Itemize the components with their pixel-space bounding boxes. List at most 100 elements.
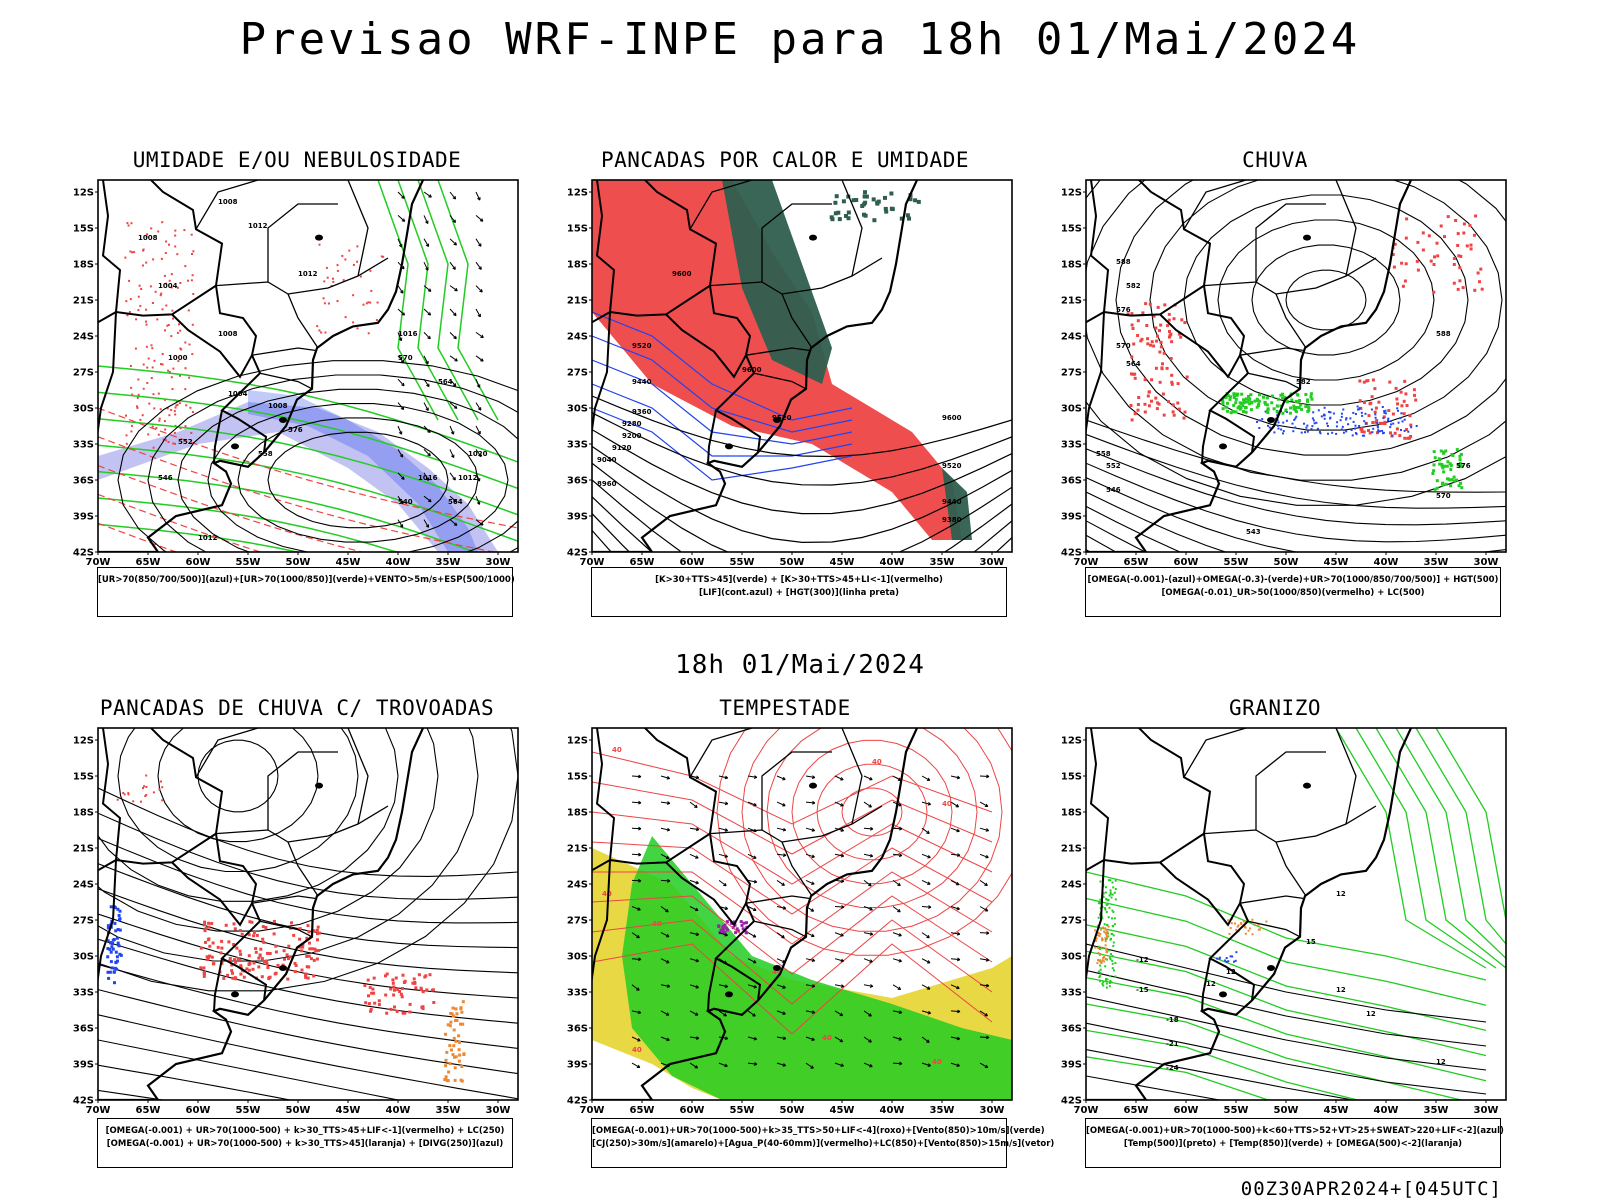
humidity-red-contour-speck <box>164 252 167 254</box>
wind-vector-head <box>869 984 874 988</box>
hail-orange-speck <box>1104 931 1107 934</box>
hail-blue-speck <box>1216 957 1219 960</box>
lon-tick-label: 40W <box>1374 557 1399 565</box>
wind-vector-head <box>753 959 757 964</box>
thunder-red-speck <box>265 962 269 965</box>
wind-vector-head <box>427 288 432 292</box>
rain-red-speck <box>1150 399 1153 403</box>
contour-label: 9440 <box>632 378 652 386</box>
low-level-jet-contour <box>592 895 993 975</box>
humidity-red-contour-speck <box>179 282 182 284</box>
wind-vector <box>449 425 455 435</box>
rain-blue-speck <box>1383 411 1386 414</box>
contour-label: 9380 <box>942 516 962 524</box>
hail-green-speck <box>1102 892 1105 895</box>
contour-label: 558 <box>258 450 273 458</box>
thunder-red-speck <box>258 953 262 957</box>
rain-blue-speck <box>1361 414 1364 417</box>
wind-vector <box>423 191 432 198</box>
thunder-orange-speck <box>448 1024 452 1028</box>
rain-red-speck <box>1159 323 1163 327</box>
wind-vector-head <box>956 1036 961 1041</box>
thickness-contour <box>98 436 497 552</box>
country-border <box>1103 728 1212 865</box>
humidity-red-contour-speck <box>136 396 139 399</box>
lat-tick-label: 30S <box>567 404 588 415</box>
wind-vector <box>718 932 728 936</box>
wind-vector <box>689 1062 698 1069</box>
lat-tick-label: 15S <box>1061 772 1082 783</box>
lat-tick-label: 18S <box>567 808 588 819</box>
hail-green-speck <box>1098 948 1101 950</box>
wind-vector-head <box>955 804 960 808</box>
hail-green-speck <box>1099 980 1102 983</box>
hail-orange-speck <box>1105 928 1108 931</box>
rain-red-speck <box>1363 401 1366 404</box>
humidity-red-contour-speck <box>178 402 181 405</box>
wind-vector-head <box>724 775 729 780</box>
wind-vector <box>397 472 405 480</box>
thunder-red-speck <box>392 993 396 997</box>
thunder-red-speck <box>274 944 278 948</box>
coastline <box>98 728 425 1100</box>
thunder-red-speck <box>290 921 293 925</box>
wind-vector-head <box>636 987 640 991</box>
hail-orange-speck <box>1100 962 1103 964</box>
coastline <box>1086 180 1413 552</box>
contour-label: 552 <box>1106 462 1121 470</box>
hail-green-speck <box>1114 879 1117 882</box>
thunder-red-speck <box>199 946 203 950</box>
thunder-red-speck <box>211 941 215 945</box>
map-svg: 40404040404040404012S15S18S21S24S27S30S3… <box>567 727 1013 1116</box>
lon-tick-label: 35W <box>436 1105 461 1113</box>
hail-orange-speck <box>1098 959 1101 962</box>
rain-red-speck <box>1368 431 1372 435</box>
lat-tick-label: 27S <box>567 916 588 927</box>
lat-tick-label: 15S <box>73 224 94 235</box>
hail-green-speck <box>1113 969 1115 972</box>
map-frame <box>1085 727 1507 1101</box>
hail-orange-speck <box>1103 960 1106 963</box>
rain-blue-speck <box>1349 417 1352 420</box>
thunder-red-speck <box>123 793 126 796</box>
rain-red-speck <box>1131 327 1135 330</box>
rain-red-speck <box>1130 418 1134 422</box>
rain-green-speck <box>1234 410 1238 414</box>
rain-red-speck <box>1404 392 1408 396</box>
wind-vector-head <box>984 803 989 807</box>
rain-red-speck <box>1403 436 1407 440</box>
hail-blue-speck <box>1231 955 1234 958</box>
humidity-red-contour-speck <box>184 425 187 428</box>
thunder-orange-speck <box>447 1070 451 1074</box>
hail-blue-speck <box>1234 959 1237 962</box>
country-border <box>115 728 224 865</box>
rain-green-speck <box>1448 478 1452 482</box>
contour-label: 9600 <box>672 270 692 278</box>
thunder-red-speck <box>239 964 243 968</box>
wind-vector-head <box>753 855 757 859</box>
thunder-red-speck <box>203 929 207 933</box>
lon-tick-label: 70W <box>1074 557 1099 565</box>
hail-orange-speck <box>1102 926 1104 929</box>
wind-vector <box>892 906 901 913</box>
country-border <box>609 180 718 317</box>
thunder-red-speck <box>220 946 224 950</box>
streamline-250 <box>197 739 279 813</box>
rain-red-speck <box>1130 323 1134 327</box>
humidity-red-contour-speck <box>322 297 325 300</box>
rain-green-speck <box>1446 460 1450 464</box>
wind-vector <box>449 378 457 387</box>
state-border <box>287 293 319 349</box>
thunder-red-speck <box>414 986 418 990</box>
humidity-red-contour-speck <box>184 341 187 344</box>
lon-tick-label: 70W <box>86 1105 111 1113</box>
wind-vector-head <box>781 882 785 886</box>
lon-tick-label: 45W <box>830 557 855 565</box>
wind-vector <box>776 827 786 831</box>
thunder-orange-speck <box>443 1078 447 1082</box>
rain-green-speck <box>1298 399 1301 402</box>
contour-label: 40 <box>932 1058 942 1066</box>
wind-vector-head <box>810 908 815 912</box>
low-level-jet-contour <box>592 871 993 945</box>
thunder-red-speck <box>208 954 212 958</box>
